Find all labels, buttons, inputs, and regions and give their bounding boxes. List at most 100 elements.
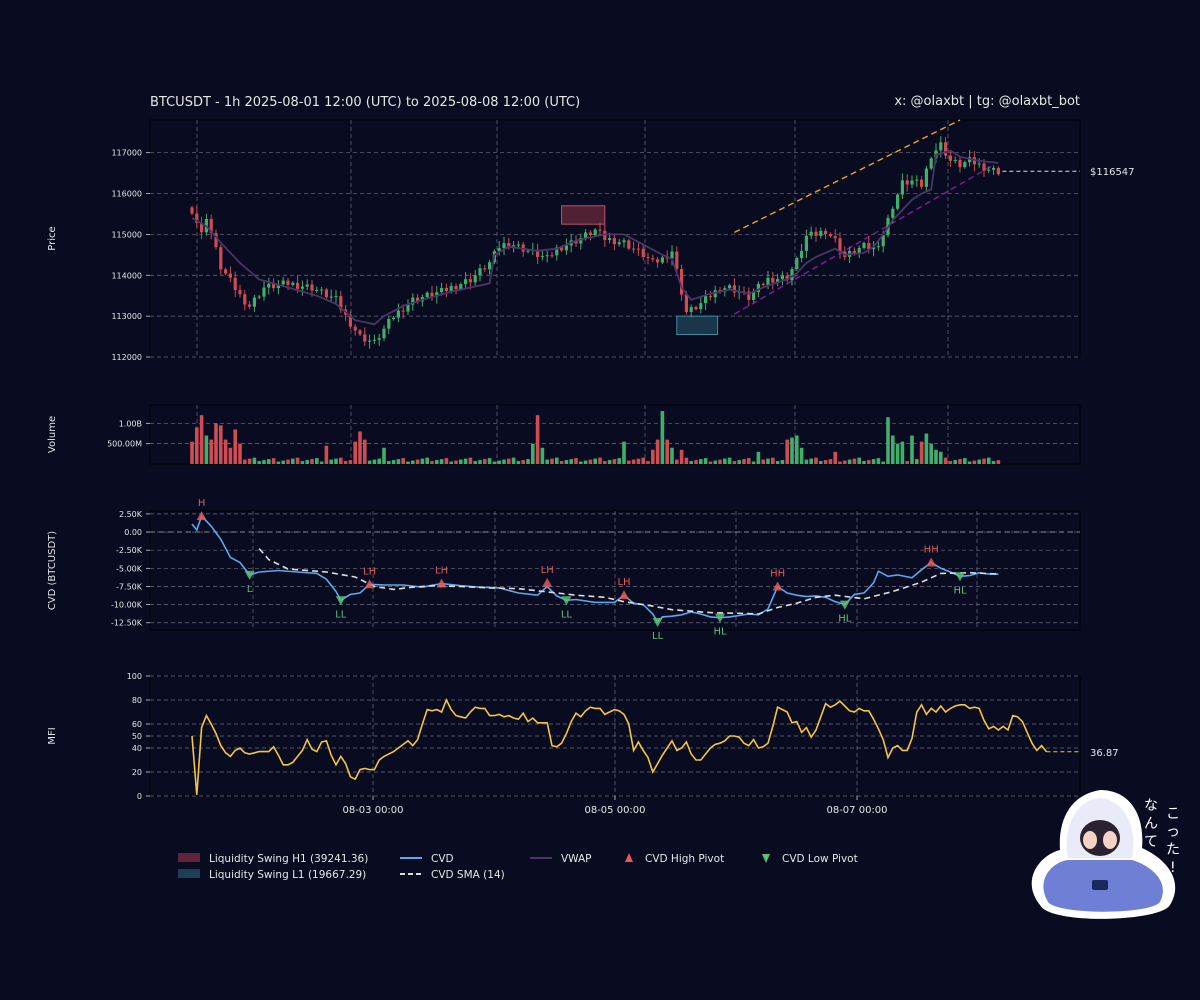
candle-body (320, 289, 324, 291)
volume-bar (267, 459, 271, 464)
vwap-line (191, 149, 999, 326)
volume-bar (502, 459, 506, 464)
legend-label: Liquidity Swing L1 (19667.29) (209, 869, 366, 881)
volume-bar (564, 460, 569, 464)
candle-body (694, 307, 698, 310)
volume-bar (511, 457, 516, 464)
volume-bar (622, 441, 626, 464)
price-panel-ytick-label: 115000 (111, 230, 142, 239)
volume-bar (219, 425, 223, 464)
volume-bar (910, 435, 914, 464)
candle-body (852, 250, 856, 253)
volume-bar (742, 459, 746, 464)
volume-bar (699, 459, 703, 464)
candle-body (526, 250, 530, 252)
candle-body (958, 159, 962, 168)
candle-body (454, 286, 458, 290)
volume-bar (454, 460, 458, 464)
cvd-high-pivot-marker (772, 581, 783, 591)
volume-bar (391, 460, 396, 464)
volume-bar (233, 429, 237, 464)
mfi-panel-ytick-label: 40 (132, 744, 142, 753)
candle-body (665, 257, 669, 259)
candle-body (689, 307, 693, 313)
candle-body (579, 237, 583, 244)
candle-body (939, 142, 943, 151)
volume-bar (583, 460, 588, 464)
candle-body (929, 158, 933, 169)
volume-bar (305, 460, 309, 464)
volume-bar (276, 461, 281, 464)
volume-bar (396, 459, 401, 464)
volume-bar (300, 461, 305, 464)
candle-body (296, 282, 300, 289)
volume-bar (598, 457, 602, 464)
cvd-panel-ytick-label: -5.00K (116, 564, 143, 573)
candle-body (641, 248, 645, 258)
volume-bar (948, 461, 953, 464)
volume-bar (867, 460, 871, 464)
volume-bar (286, 459, 290, 464)
volume-bar (627, 460, 631, 464)
mfi-panel-ytick-label: 80 (132, 696, 142, 705)
candle-body (761, 283, 765, 285)
candle-body (392, 317, 396, 320)
candle-body (800, 250, 804, 259)
volume-bar (487, 458, 492, 464)
volume-bar (929, 443, 933, 464)
candle-body (838, 238, 842, 252)
volume-bar (406, 461, 410, 464)
candle-body (804, 235, 808, 251)
candle-body (771, 277, 775, 283)
volume-bar (343, 461, 348, 464)
candle-body (656, 259, 660, 263)
cvd-sma-line (258, 548, 999, 615)
volume-bar (843, 460, 847, 464)
volume-bar (195, 427, 199, 464)
cvd-panel: 2.50K 0.00 -2.50K -5.00K -7.50K -10.00K -12.50… (47, 498, 1081, 642)
candle-body (540, 256, 544, 258)
volume-bar (411, 460, 415, 464)
mascot-caption-2: っ (1166, 824, 1180, 840)
mascot-caption-3: た (1166, 842, 1180, 858)
volume-bar (934, 449, 938, 464)
candle-body (560, 247, 564, 251)
volume-bar (655, 439, 660, 464)
candle-body (881, 235, 885, 247)
cvd-low-pivot-marker (561, 596, 572, 606)
cvd-pivot-label: HL (953, 585, 967, 596)
cvd-pivot-label: L (247, 584, 253, 595)
candle-body (675, 251, 679, 269)
cvd-low-pivot-marker (335, 596, 346, 606)
cvd-high-pivot-marker (619, 590, 629, 600)
cvd-pivot-label: LL (652, 631, 664, 642)
volume-bar (703, 458, 708, 464)
volume-bar (478, 460, 482, 464)
candle-body (545, 255, 549, 257)
volume-bar (223, 439, 228, 464)
volume-panel-ytick-label: 500.00M (107, 440, 142, 449)
volume-bar (967, 461, 972, 464)
candle-body (857, 247, 861, 253)
volume-bar (372, 459, 377, 464)
candle-body (564, 245, 568, 251)
candle-body (238, 290, 242, 295)
volume-bar (569, 459, 573, 464)
volume-bar (209, 439, 213, 464)
volume-bar (766, 458, 770, 464)
candle-body (617, 242, 621, 245)
volume-bar (790, 437, 794, 464)
cvd-high-pivot-marker (196, 511, 207, 521)
volume-bar (972, 460, 977, 464)
candle-body (776, 279, 780, 283)
volume-bar (982, 458, 986, 464)
volume-bar (751, 461, 756, 464)
candle-body (996, 167, 1000, 175)
volume-bar (353, 441, 357, 464)
volume-bar (310, 459, 314, 464)
candle-body (324, 289, 328, 298)
cvd-low-pivot-marker (652, 618, 663, 628)
volume-bar (708, 461, 713, 464)
mascot-hand-left (1083, 831, 1097, 849)
price-panel-ytick-label: 112000 (111, 353, 142, 362)
